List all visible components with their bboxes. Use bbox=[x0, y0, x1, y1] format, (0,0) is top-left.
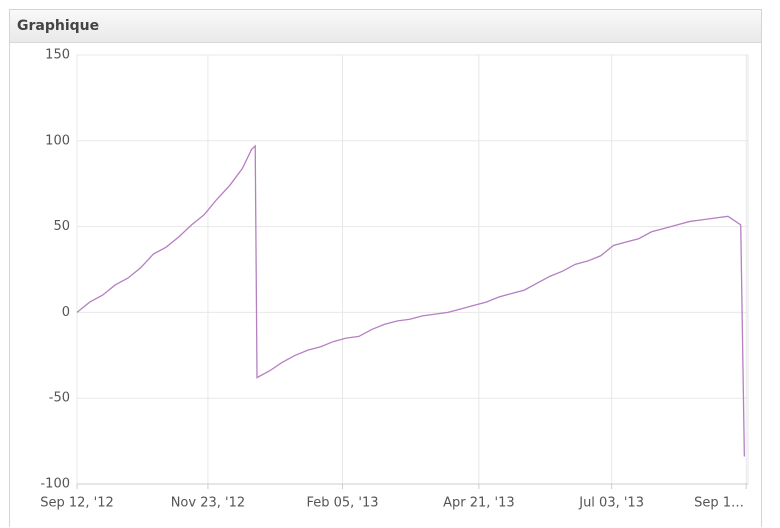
x-tick-label: Apr 21, '13 bbox=[443, 496, 515, 511]
panel-header: Graphique bbox=[10, 10, 761, 43]
y-tick-label: 100 bbox=[45, 133, 70, 148]
x-tick-label: Sep 1… bbox=[694, 496, 744, 511]
y-tick-label: 50 bbox=[53, 219, 70, 234]
series-line bbox=[76, 144, 746, 457]
y-tick-label: -50 bbox=[49, 391, 70, 406]
x-tick-label: Sep 12, '12 bbox=[40, 496, 114, 511]
x-tick-label: Nov 23, '12 bbox=[171, 496, 245, 511]
y-tick-label: -100 bbox=[40, 477, 70, 492]
plot-area bbox=[76, 54, 749, 485]
y-tick-label: 150 bbox=[45, 48, 70, 63]
x-tick-label: Jul 03, '13 bbox=[578, 496, 644, 511]
x-tick-label: Feb 05, '13 bbox=[306, 496, 378, 511]
y-tick-label: 0 bbox=[62, 305, 70, 320]
